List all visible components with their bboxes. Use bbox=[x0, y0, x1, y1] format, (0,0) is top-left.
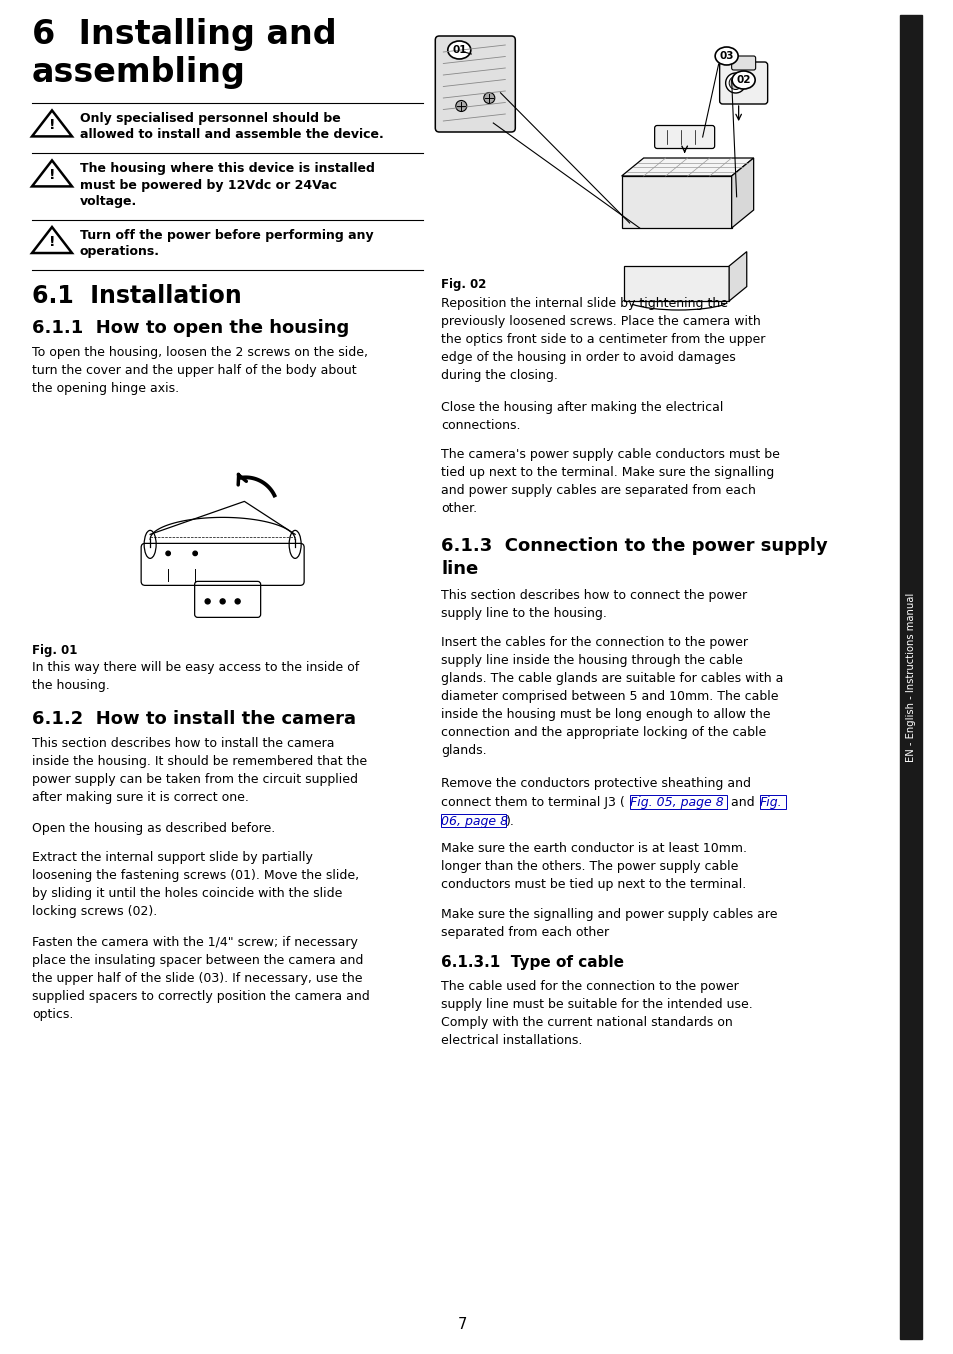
Text: 6.1.3  Connection to the power supply: 6.1.3 Connection to the power supply bbox=[441, 538, 827, 555]
Circle shape bbox=[193, 551, 197, 555]
Text: Fig. 01: Fig. 01 bbox=[32, 645, 77, 658]
Text: 6  Installing and: 6 Installing and bbox=[32, 18, 336, 51]
Ellipse shape bbox=[447, 41, 471, 60]
Text: 6.1  Installation: 6.1 Installation bbox=[32, 283, 241, 307]
Ellipse shape bbox=[731, 70, 755, 89]
Circle shape bbox=[220, 598, 225, 604]
Bar bbox=[899, 15, 921, 1339]
Text: Fasten the camera with the 1/4" screw; if necessary
place the insulating spacer : Fasten the camera with the 1/4" screw; i… bbox=[32, 936, 370, 1021]
Circle shape bbox=[234, 598, 240, 604]
Polygon shape bbox=[731, 158, 753, 227]
Text: Make sure the signalling and power supply cables are
separated from each other: Make sure the signalling and power suppl… bbox=[441, 907, 777, 938]
Text: !: ! bbox=[49, 118, 55, 131]
Text: Only specialised personnel should be
allowed to install and assemble the device.: Only specialised personnel should be all… bbox=[80, 112, 383, 142]
Text: EN - English - Instructions manual: EN - English - Instructions manual bbox=[905, 592, 915, 761]
Text: Insert the cables for the connection to the power
supply line inside the housing: Insert the cables for the connection to … bbox=[441, 636, 782, 757]
Text: 6.1.2  How to install the camera: 6.1.2 How to install the camera bbox=[32, 711, 355, 728]
Bar bbox=[759, 795, 785, 808]
Circle shape bbox=[728, 76, 741, 89]
Text: 01: 01 bbox=[452, 45, 466, 56]
Text: The cable used for the connection to the power
supply line must be suitable for : The cable used for the connection to the… bbox=[441, 980, 752, 1047]
Text: !: ! bbox=[49, 168, 55, 181]
Bar bbox=[441, 814, 506, 827]
Text: Open the housing as described before.: Open the housing as described before. bbox=[32, 822, 275, 835]
Text: To open the housing, loosen the 2 screws on the side,
turn the cover and the upp: To open the housing, loosen the 2 screws… bbox=[32, 347, 368, 395]
Circle shape bbox=[166, 551, 171, 555]
Polygon shape bbox=[621, 176, 731, 227]
Text: 06, page 8: 06, page 8 bbox=[441, 815, 508, 827]
Text: 02: 02 bbox=[736, 74, 750, 85]
Ellipse shape bbox=[715, 47, 738, 65]
Text: Fig. 05, page 8: Fig. 05, page 8 bbox=[629, 796, 722, 810]
Text: 6.1.1  How to open the housing: 6.1.1 How to open the housing bbox=[32, 320, 349, 337]
Text: Turn off the power before performing any
operations.: Turn off the power before performing any… bbox=[80, 229, 374, 259]
FancyBboxPatch shape bbox=[731, 56, 755, 70]
Circle shape bbox=[205, 598, 210, 604]
Circle shape bbox=[456, 100, 466, 111]
Text: This section describes how to connect the power
supply line to the housing.: This section describes how to connect th… bbox=[441, 589, 746, 620]
Circle shape bbox=[483, 92, 495, 103]
Text: The housing where this device is installed
must be powered by 12Vdc or 24Vac
vol: The housing where this device is install… bbox=[80, 162, 375, 209]
Text: 6.1.3.1  Type of cable: 6.1.3.1 Type of cable bbox=[441, 956, 623, 971]
Text: Close the housing after making the electrical
connections.: Close the housing after making the elect… bbox=[441, 401, 723, 432]
Text: In this way there will be easy access to the inside of
the housing.: In this way there will be easy access to… bbox=[32, 661, 359, 692]
Bar bbox=[629, 795, 726, 808]
Text: This section describes how to install the camera
inside the housing. It should b: This section describes how to install th… bbox=[32, 738, 367, 804]
Text: connect them to terminal J3 (: connect them to terminal J3 ( bbox=[441, 796, 624, 810]
FancyBboxPatch shape bbox=[435, 37, 515, 131]
Text: !: ! bbox=[49, 234, 55, 249]
Polygon shape bbox=[621, 158, 753, 176]
Circle shape bbox=[725, 73, 745, 93]
Polygon shape bbox=[623, 265, 728, 301]
Polygon shape bbox=[728, 252, 746, 301]
Text: Fig. 02: Fig. 02 bbox=[441, 278, 486, 291]
Text: Remove the conductors protective sheathing and: Remove the conductors protective sheathi… bbox=[441, 777, 751, 791]
Text: 7: 7 bbox=[456, 1317, 466, 1332]
Text: 03: 03 bbox=[719, 51, 733, 61]
Text: assembling: assembling bbox=[32, 57, 246, 89]
Text: Reposition the internal slide by tightening the
previously loosened screws. Plac: Reposition the internal slide by tighten… bbox=[441, 297, 765, 382]
Text: Fig.: Fig. bbox=[759, 796, 781, 810]
Text: line: line bbox=[441, 559, 478, 578]
FancyBboxPatch shape bbox=[719, 62, 767, 104]
Text: ).: ). bbox=[506, 815, 515, 827]
Text: and: and bbox=[726, 796, 759, 810]
Text: The camera's power supply cable conductors must be
tied up next to the terminal.: The camera's power supply cable conducto… bbox=[441, 448, 780, 515]
FancyBboxPatch shape bbox=[654, 126, 714, 149]
Text: Make sure the earth conductor is at least 10mm.
longer than the others. The powe: Make sure the earth conductor is at leas… bbox=[441, 842, 746, 891]
Text: Extract the internal support slide by partially
loosening the fastening screws (: Extract the internal support slide by pa… bbox=[32, 852, 358, 918]
